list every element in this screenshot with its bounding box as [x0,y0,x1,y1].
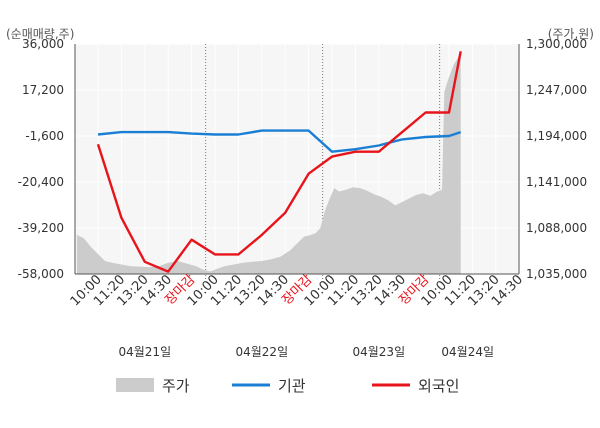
legend-label: 주가 [162,377,190,395]
date-label: 04월23일 [352,345,405,359]
right-tick-label: 1,194,000 [526,129,587,143]
legend: 주가 기관 외국인 [116,377,459,395]
date-label: 04월24일 [441,345,494,359]
left-tick-label: 17,200 [22,83,64,97]
left-tick-label: 36,000 [22,37,64,51]
right-tick-label: 1,247,000 [526,83,587,97]
left-tick-label: -58,000 [18,267,64,281]
left-tick-label: -1,600 [25,129,64,143]
right-tick-label: 1,035,000 [526,267,587,281]
institution-line [97,129,462,153]
foreign-line [96,51,462,273]
legend-label: 기관 [278,377,306,395]
legend-label: 외국인 [418,377,459,395]
date-label: 04월22일 [235,345,288,359]
date-label: 04월21일 [118,345,171,359]
left-tick-label: -20,400 [18,175,64,189]
right-tick-label: 1,300,000 [526,37,587,51]
left-tick-label: -39,200 [18,221,64,235]
legend-swatch-price [116,378,154,392]
price-area [76,52,461,275]
series-layer [76,51,462,275]
right-tick-label: 1,141,000 [526,175,587,189]
right-tick-label: 1,088,000 [526,221,587,235]
right-axis-unit: (주가,원) [548,27,594,41]
left-axis-unit: (순매매량,주) [6,27,74,41]
